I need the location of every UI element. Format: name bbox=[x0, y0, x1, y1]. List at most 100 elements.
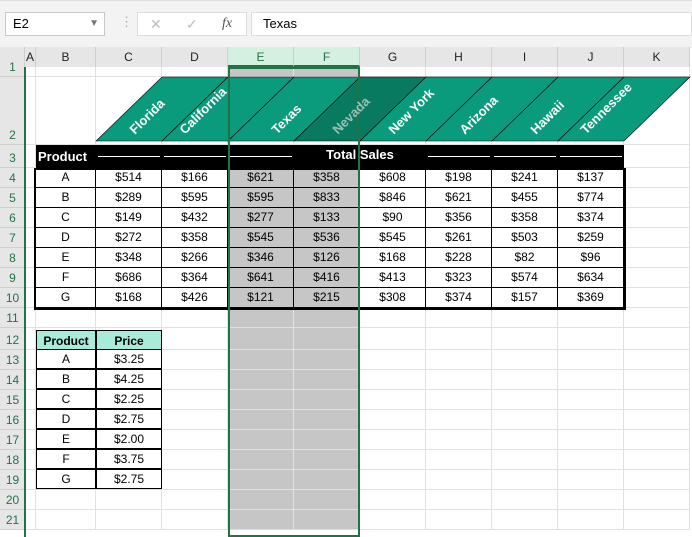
cell[interactable] bbox=[492, 370, 558, 390]
cell[interactable] bbox=[25, 77, 36, 145]
cell[interactable] bbox=[25, 410, 36, 430]
sales-cell[interactable]: $545 bbox=[360, 228, 426, 248]
sales-cell[interactable]: $277 bbox=[228, 208, 294, 228]
column-header-B[interactable]: B bbox=[36, 47, 96, 67]
cell[interactable] bbox=[162, 410, 228, 430]
cell[interactable] bbox=[228, 328, 294, 350]
row-header-3[interactable]: 3 bbox=[0, 145, 25, 168]
sales-cell[interactable]: $198 bbox=[426, 168, 492, 188]
sales-cell[interactable]: $121 bbox=[228, 288, 294, 308]
cell[interactable] bbox=[36, 77, 96, 145]
cell[interactable] bbox=[162, 490, 228, 510]
cell[interactable] bbox=[228, 308, 294, 328]
cell[interactable] bbox=[624, 188, 690, 208]
chevron-down-icon[interactable]: ▼ bbox=[89, 18, 99, 29]
price-cell[interactable]: G bbox=[36, 469, 96, 489]
row-header-13[interactable]: 13 bbox=[0, 350, 25, 370]
cell[interactable] bbox=[624, 370, 690, 390]
sales-cell[interactable]: $346 bbox=[228, 248, 294, 268]
cell[interactable] bbox=[25, 470, 36, 490]
column-header-H[interactable]: H bbox=[426, 47, 492, 67]
cell[interactable] bbox=[624, 308, 690, 328]
sales-cell[interactable]: $166 bbox=[162, 168, 228, 188]
cell[interactable] bbox=[558, 450, 624, 470]
cell[interactable] bbox=[624, 77, 690, 145]
sales-cell[interactable]: F bbox=[36, 268, 96, 288]
select-all-corner[interactable] bbox=[0, 47, 25, 67]
cell[interactable] bbox=[492, 470, 558, 490]
cell[interactable] bbox=[360, 67, 426, 77]
cell[interactable] bbox=[228, 450, 294, 470]
sales-cell[interactable]: $215 bbox=[294, 288, 360, 308]
cell[interactable] bbox=[558, 490, 624, 510]
sales-cell[interactable]: D bbox=[36, 228, 96, 248]
cell[interactable] bbox=[96, 490, 162, 510]
cell[interactable] bbox=[426, 490, 492, 510]
cell[interactable] bbox=[426, 308, 492, 328]
sales-cell[interactable]: $96 bbox=[558, 248, 624, 268]
sales-cell[interactable]: $432 bbox=[162, 208, 228, 228]
sales-cell[interactable]: $455 bbox=[492, 188, 558, 208]
cell[interactable] bbox=[492, 490, 558, 510]
cell[interactable] bbox=[360, 328, 426, 350]
column-header-J[interactable]: J bbox=[558, 47, 624, 67]
cell[interactable] bbox=[492, 450, 558, 470]
row-header-12[interactable]: 12 bbox=[0, 328, 25, 350]
sales-cell[interactable]: $168 bbox=[360, 248, 426, 268]
cell[interactable] bbox=[624, 248, 690, 268]
price-cell[interactable]: B bbox=[36, 369, 96, 389]
cell[interactable] bbox=[426, 370, 492, 390]
cell[interactable] bbox=[36, 490, 96, 510]
cell[interactable] bbox=[36, 308, 96, 328]
cell[interactable] bbox=[624, 450, 690, 470]
cell[interactable] bbox=[558, 350, 624, 370]
cell[interactable] bbox=[492, 308, 558, 328]
cell[interactable] bbox=[96, 67, 162, 77]
cell[interactable] bbox=[228, 410, 294, 430]
column-header-F[interactable]: F bbox=[294, 47, 360, 67]
cell[interactable] bbox=[162, 510, 228, 530]
sales-cell[interactable]: $641 bbox=[228, 268, 294, 288]
sales-cell[interactable]: $356 bbox=[426, 208, 492, 228]
check-icon[interactable]: ✓ bbox=[186, 16, 198, 32]
cell[interactable] bbox=[162, 430, 228, 450]
cell[interactable] bbox=[25, 490, 36, 510]
sales-cell[interactable]: B bbox=[36, 188, 96, 208]
sales-cell[interactable]: $634 bbox=[558, 268, 624, 288]
sales-cell[interactable]: E bbox=[36, 248, 96, 268]
cell[interactable] bbox=[162, 308, 228, 328]
cell[interactable] bbox=[360, 490, 426, 510]
sales-cell[interactable]: $514 bbox=[96, 168, 162, 188]
sales-cell[interactable]: $149 bbox=[96, 208, 162, 228]
cell[interactable] bbox=[624, 350, 690, 370]
x-icon[interactable]: ✕ bbox=[150, 16, 162, 32]
state-header-tennessee[interactable] bbox=[557, 76, 691, 142]
sales-cell[interactable]: $266 bbox=[162, 248, 228, 268]
sales-cell[interactable]: G bbox=[36, 288, 96, 308]
cell[interactable] bbox=[558, 370, 624, 390]
cell[interactable] bbox=[25, 328, 36, 350]
cell[interactable] bbox=[624, 490, 690, 510]
row-header-16[interactable]: 16 bbox=[0, 410, 25, 430]
cell[interactable] bbox=[492, 390, 558, 410]
cell[interactable] bbox=[426, 470, 492, 490]
cell[interactable] bbox=[25, 308, 36, 328]
cell[interactable] bbox=[426, 430, 492, 450]
sales-cell[interactable]: $348 bbox=[96, 248, 162, 268]
row-header-7[interactable]: 7 bbox=[0, 228, 25, 248]
price-cell[interactable]: $2.00 bbox=[96, 429, 162, 449]
cell[interactable] bbox=[228, 470, 294, 490]
row-header-11[interactable]: 11 bbox=[0, 308, 25, 328]
sales-cell[interactable]: $272 bbox=[96, 228, 162, 248]
sales-cell[interactable]: $157 bbox=[492, 288, 558, 308]
cell[interactable] bbox=[162, 67, 228, 77]
cell[interactable] bbox=[624, 208, 690, 228]
sales-cell[interactable]: $595 bbox=[162, 188, 228, 208]
sales-cell[interactable]: $261 bbox=[426, 228, 492, 248]
cell[interactable] bbox=[162, 328, 228, 350]
cell[interactable] bbox=[492, 510, 558, 530]
cell[interactable] bbox=[492, 67, 558, 77]
cell[interactable] bbox=[624, 168, 690, 188]
row-header-19[interactable]: 19 bbox=[0, 470, 25, 490]
price-cell[interactable]: $3.75 bbox=[96, 449, 162, 469]
